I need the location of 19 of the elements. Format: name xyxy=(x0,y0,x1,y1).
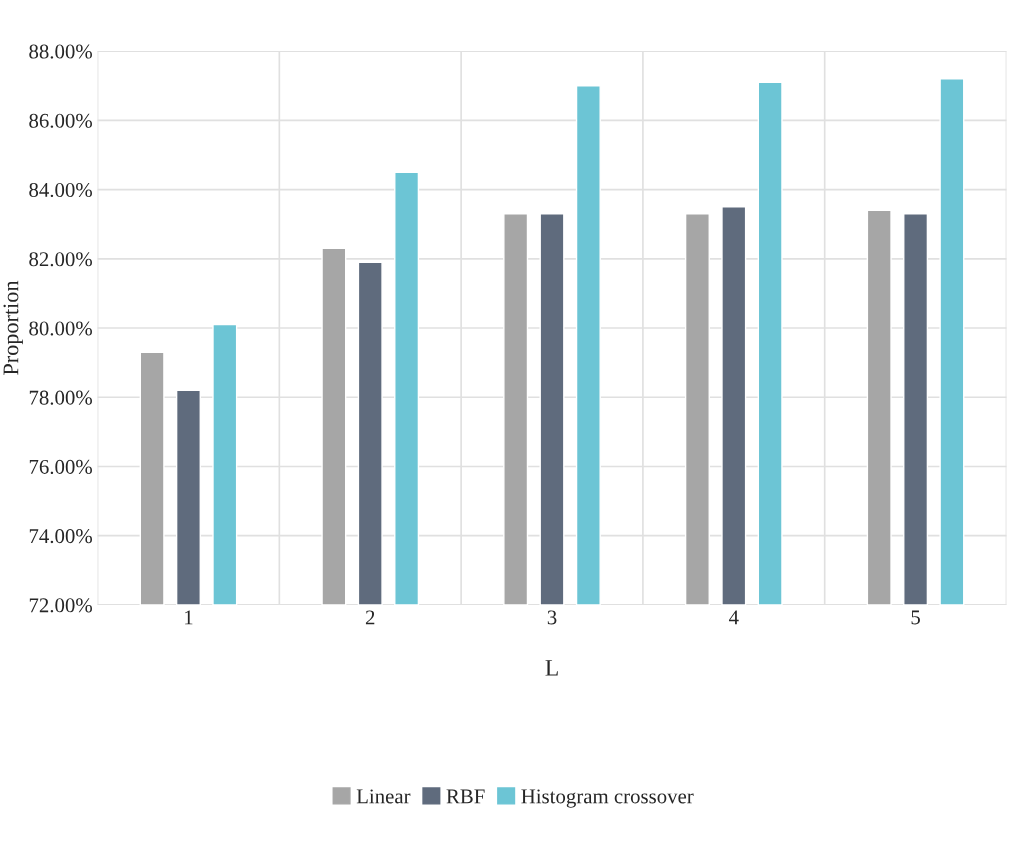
x-tick-label: 4 xyxy=(728,610,739,625)
y-tick-label: 80.00% xyxy=(29,321,92,336)
y-tick-label: 86.00% xyxy=(29,113,92,128)
x-tick-label: 1 xyxy=(185,610,193,625)
legend-label: RBF xyxy=(446,789,485,804)
x-tick-label: 5 xyxy=(911,610,920,625)
y-tick-label: 82.00% xyxy=(29,252,92,267)
x-axis-title: L xyxy=(545,660,558,676)
y-tick-label: 72.00% xyxy=(29,598,92,613)
x-tick-label: 2 xyxy=(365,610,375,625)
y-tick-label: 76.00% xyxy=(29,459,92,474)
y-tick-label: 78.00% xyxy=(29,390,92,405)
y-tick-label: 74.00% xyxy=(29,529,92,544)
x-tick-label: 3 xyxy=(547,610,557,625)
legend-label: Histogram crossover xyxy=(521,789,694,808)
y-tick-label: 84.00% xyxy=(29,182,92,198)
y-tick-label: 88.00% xyxy=(29,44,92,59)
y-axis-title: Proportion xyxy=(3,280,23,375)
legend-label: Linear xyxy=(356,789,411,804)
